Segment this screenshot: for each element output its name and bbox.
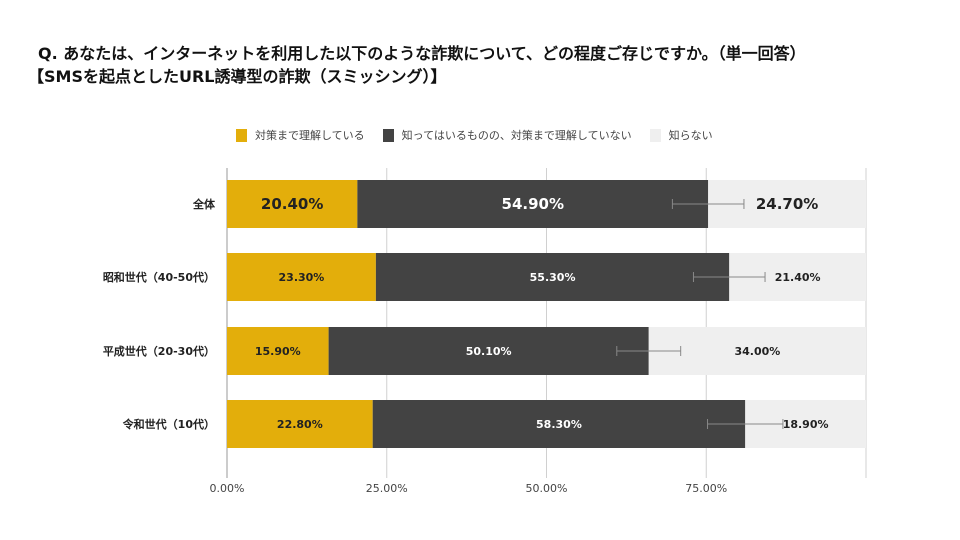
bar-segment — [648, 327, 866, 375]
x-tick-label: 0.00% — [210, 482, 245, 495]
data-label: 18.90% — [783, 418, 829, 431]
bar-segment — [357, 180, 709, 228]
bar-segment — [227, 180, 358, 228]
chart-subtitle: 【SMSを起点としたURL誘導型の詐欺（スミッシング）】 — [28, 67, 447, 86]
bar-segment — [328, 327, 649, 375]
legend-item: 対策まで理解している — [236, 127, 365, 143]
category-label: 平成世代（20-30代） — [103, 344, 215, 358]
legend-swatch — [382, 128, 394, 142]
data-label: 58.30% — [536, 418, 582, 431]
x-tick-label: 50.00% — [526, 482, 568, 495]
data-label: 24.70% — [756, 195, 818, 213]
bar-segment — [227, 400, 373, 448]
legend-swatch — [649, 128, 661, 142]
data-label: 23.30% — [279, 271, 325, 284]
data-label: 20.40% — [261, 195, 323, 213]
data-label: 21.40% — [775, 271, 821, 284]
data-label: 22.80% — [277, 418, 323, 431]
category-label: 令和世代（10代） — [122, 417, 215, 431]
legend-label: 対策まで理解している — [255, 129, 365, 142]
legend-label: 知ってはいるものの、対策まで理解していない — [401, 129, 632, 142]
category-label: 全体 — [192, 197, 216, 211]
bar-segment — [227, 253, 376, 301]
legend-item: 知らない — [649, 127, 713, 143]
x-tick-label: 25.00% — [366, 482, 408, 495]
bar-segment — [227, 327, 329, 375]
data-label: 34.00% — [734, 345, 780, 358]
legend-label: 知らない — [668, 129, 713, 142]
data-label: 55.30% — [530, 271, 576, 284]
data-label: 15.90% — [255, 345, 301, 358]
chart-title: Q. あなたは、インターネットを利用した以下のような詐欺について、どの程度ご存じ… — [38, 44, 806, 63]
bar-segment — [375, 253, 730, 301]
data-label: 54.90% — [502, 195, 564, 213]
legend-item: 知ってはいるものの、対策まで理解していない — [382, 127, 632, 143]
data-label: 50.10% — [466, 345, 512, 358]
bar-segment — [372, 400, 746, 448]
category-label: 昭和世代（40-50代） — [103, 270, 215, 284]
legend-swatch — [236, 128, 247, 142]
x-tick-label: 75.00% — [685, 482, 727, 495]
legend: 対策まで理解している 知ってはいるものの、対策まで理解していない 知らない — [236, 127, 713, 143]
